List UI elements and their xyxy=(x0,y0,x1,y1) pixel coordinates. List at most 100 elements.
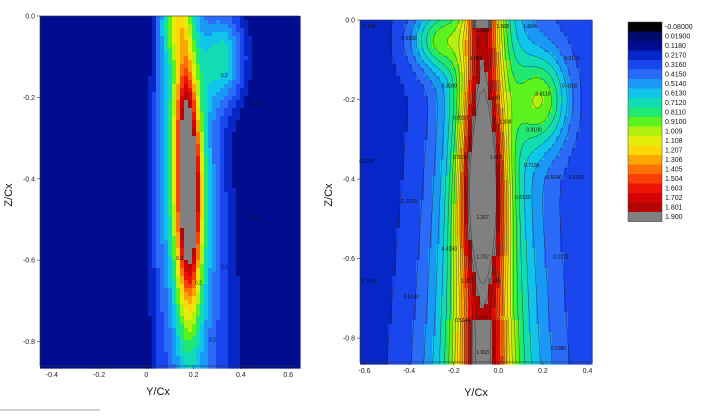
field-cell xyxy=(244,60,249,65)
field-cell xyxy=(168,64,173,69)
field-cell xyxy=(120,96,125,101)
field-cell xyxy=(236,260,241,265)
field-cell xyxy=(248,152,253,157)
field-cell xyxy=(240,144,245,149)
field-cell xyxy=(48,60,53,65)
field-cell xyxy=(76,92,81,97)
field-cell xyxy=(128,180,133,185)
field-cell xyxy=(100,252,105,257)
field-cell xyxy=(40,200,45,205)
field-cell xyxy=(280,240,285,245)
field-cell xyxy=(92,176,97,181)
field-cell xyxy=(40,312,45,317)
field-cell xyxy=(268,136,273,141)
field-cell xyxy=(296,184,301,189)
field-cell xyxy=(44,176,49,181)
field-cell xyxy=(124,240,129,245)
field-cell xyxy=(124,212,129,217)
field-cell xyxy=(188,284,193,289)
field-cell xyxy=(80,56,85,61)
field-cell xyxy=(184,184,189,189)
field-cell xyxy=(48,104,53,109)
field-cell xyxy=(244,84,249,89)
field-cell xyxy=(60,220,65,225)
field-cell xyxy=(296,196,301,201)
field-cell xyxy=(56,216,61,221)
field-cell xyxy=(124,224,129,229)
field-cell xyxy=(56,92,61,97)
field-cell xyxy=(276,204,281,209)
field-cell xyxy=(192,276,197,281)
field-cell xyxy=(64,32,69,37)
field-cell xyxy=(220,180,225,185)
field-cell xyxy=(88,24,93,29)
field-cell xyxy=(108,80,113,85)
field-cell xyxy=(148,184,153,189)
field-cell xyxy=(240,24,245,29)
field-cell xyxy=(84,140,89,145)
field-cell xyxy=(268,168,273,173)
field-cell xyxy=(84,64,89,69)
field-cell xyxy=(272,156,277,161)
field-cell xyxy=(144,176,149,181)
field-cell xyxy=(108,184,113,189)
field-cell xyxy=(204,312,209,317)
field-cell xyxy=(200,280,205,285)
field-cell xyxy=(232,96,237,101)
field-cell xyxy=(256,84,261,89)
field-cell xyxy=(120,120,125,125)
field-cell xyxy=(156,260,161,265)
field-cell xyxy=(248,204,253,209)
field-cell xyxy=(292,200,297,205)
field-cell xyxy=(188,140,193,145)
field-cell xyxy=(112,184,117,189)
field-cell xyxy=(120,212,125,217)
field-cell xyxy=(120,48,125,53)
field-cell xyxy=(60,140,65,145)
field-cell xyxy=(296,220,301,225)
field-cell xyxy=(152,172,157,177)
field-cell xyxy=(128,20,133,25)
field-cell xyxy=(144,64,149,69)
field-cell xyxy=(220,208,225,213)
field-cell xyxy=(296,84,301,89)
field-cell xyxy=(284,212,289,217)
field-cell xyxy=(48,220,53,225)
field-cell xyxy=(268,296,273,301)
field-cell xyxy=(184,132,189,137)
field-cell xyxy=(280,56,285,61)
field-cell xyxy=(220,56,225,61)
field-cell xyxy=(180,132,185,137)
field-cell xyxy=(64,208,69,213)
field-cell xyxy=(104,188,109,193)
field-cell xyxy=(256,296,261,301)
field-cell xyxy=(296,156,301,161)
field-cell xyxy=(60,280,65,285)
field-cell xyxy=(84,184,89,189)
field-cell xyxy=(48,92,53,97)
field-cell xyxy=(72,80,77,85)
field-cell xyxy=(108,24,113,29)
field-cell xyxy=(284,192,289,197)
field-cell xyxy=(80,240,85,245)
field-cell xyxy=(152,108,157,113)
field-cell xyxy=(252,88,257,93)
field-cell xyxy=(244,72,249,77)
field-cell xyxy=(140,136,145,141)
field-cell xyxy=(92,88,97,93)
field-cell xyxy=(248,48,253,53)
field-cell xyxy=(124,120,129,125)
field-cell xyxy=(140,108,145,113)
field-cell xyxy=(40,164,45,169)
field-cell xyxy=(56,224,61,229)
field-cell xyxy=(180,112,185,117)
field-cell xyxy=(264,144,269,149)
field-cell xyxy=(104,288,109,293)
field-cell xyxy=(112,264,117,269)
field-cell xyxy=(180,40,185,45)
field-cell xyxy=(116,80,121,85)
field-cell xyxy=(252,16,257,21)
field-cell xyxy=(216,104,221,109)
field-cell xyxy=(92,100,97,105)
field-cell xyxy=(44,244,49,249)
